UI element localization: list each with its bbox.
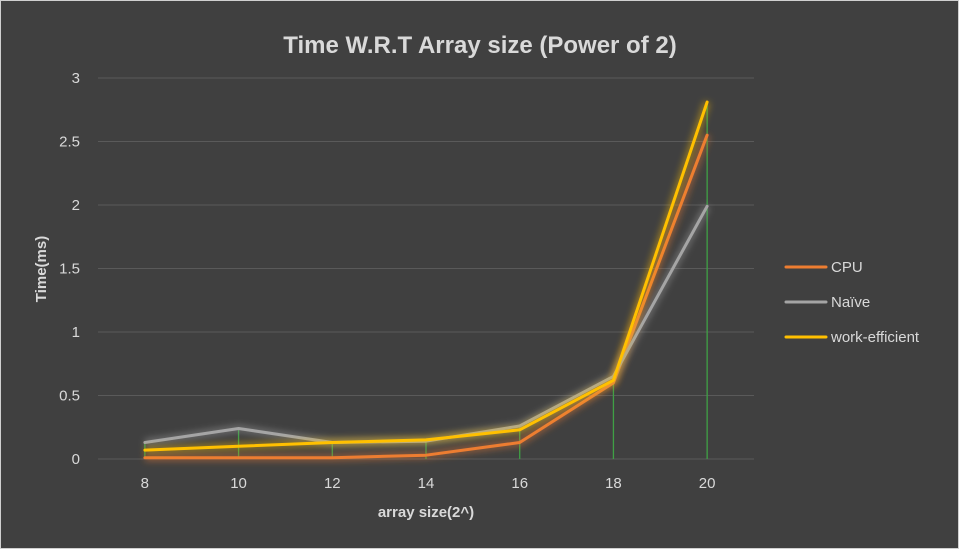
series-glow	[144, 133, 711, 462]
x-tick-label: 14	[418, 475, 435, 492]
legend: CPU Naïve work-efficient	[784, 259, 920, 346]
legend-entry: work-efficient	[784, 329, 920, 346]
series-Naïve	[143, 204, 711, 446]
legend-label: work-efficient	[830, 329, 920, 346]
gridlines	[98, 77, 754, 460]
x-axis-tick-labels: 8 10 12 14 16 18 20	[141, 475, 716, 492]
series-glow	[144, 204, 711, 446]
x-tick-label: 16	[511, 475, 528, 492]
x-axis-title: array size(2^)	[378, 504, 474, 521]
series-line	[143, 133, 709, 460]
y-tick-label: 0.5	[59, 388, 80, 405]
legend-label: CPU	[831, 259, 863, 276]
x-tick-label: 20	[699, 475, 716, 492]
series-lines	[143, 100, 711, 462]
legend-label: Naïve	[831, 294, 870, 311]
series-work-efficient	[143, 100, 711, 454]
y-tick-label: 3	[72, 70, 80, 87]
x-tick-label: 18	[605, 475, 622, 492]
x-tick-label: 8	[141, 475, 149, 492]
y-axis-tick-labels: 0 0.5 1 1.5 2 2.5 3	[59, 70, 80, 468]
y-tick-label: 2	[72, 197, 80, 214]
x-tick-label: 12	[324, 475, 341, 492]
y-tick-label: 1	[72, 324, 80, 341]
legend-entry: CPU	[784, 259, 863, 276]
x-tick-label: 10	[230, 475, 247, 492]
legend-entry: Naïve	[784, 294, 870, 311]
series-line	[143, 204, 709, 444]
series-glow	[144, 100, 711, 454]
y-axis-title: Time(ms)	[33, 236, 50, 302]
y-tick-label: 0	[72, 451, 80, 468]
series-CPU	[143, 133, 711, 462]
drop-lines	[144, 102, 708, 459]
chart-title: Time W.R.T Array size (Power of 2)	[283, 32, 676, 59]
series-line	[143, 100, 709, 452]
y-tick-label: 1.5	[59, 261, 80, 278]
y-tick-label: 2.5	[59, 134, 80, 151]
